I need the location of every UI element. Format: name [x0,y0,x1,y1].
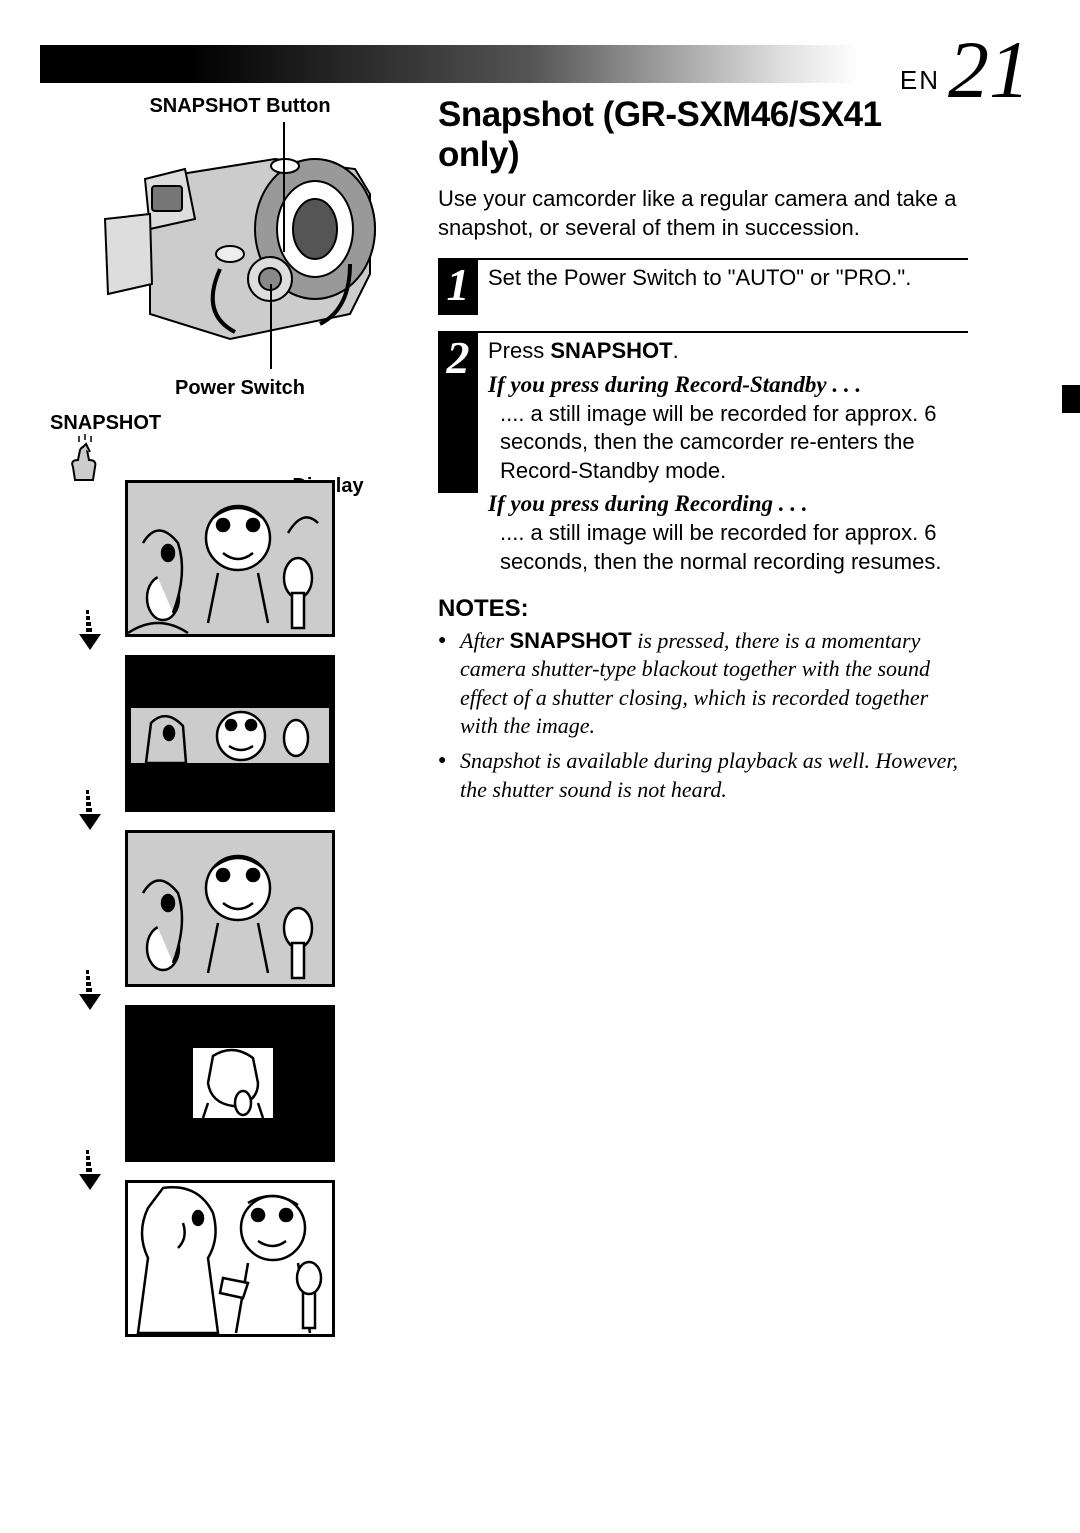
down-arrow-icon [75,1150,105,1195]
section-title: Snapshot (GR-SXM46/SX41 only) [438,95,968,175]
step-2-action: Press SNAPSHOT. [488,338,679,363]
step-2: 2 Press SNAPSHOT. If you press during Re… [438,331,968,576]
page-header: EN 21 [40,45,1040,83]
display-frame-5 [125,1180,335,1337]
right-column: Snapshot (GR-SXM46/SX41 only) Use your c… [438,95,968,810]
down-arrow-icon [75,790,105,835]
notes-list: After SNAPSHOT is pressed, there is a mo… [438,627,968,805]
down-arrow-icon [75,610,105,655]
finger-press-icon [65,432,105,487]
step-1-action: Set the Power Switch to "AUTO" or "PRO."… [488,265,911,290]
snapshot-button-label: SNAPSHOT Button [60,95,420,118]
step-2-body: Press SNAPSHOT. If you press during Reco… [488,333,968,576]
step-number-1: 1 [438,260,478,315]
intro-text: Use your camcorder like a regular camera… [438,185,968,242]
left-column: SNAPSHOT Button [60,95,420,435]
pointer-top [283,122,285,252]
cond-standby: If you press during Record-Standby . . . [488,370,968,400]
camcorder-diagram [90,124,390,369]
header-gradient [40,45,860,83]
note-2: Snapshot is available during playback as… [438,747,968,804]
snapshot-side-label: SNAPSHOT [50,412,420,435]
down-arrow-icon [75,970,105,1015]
step-1-body: Set the Power Switch to "AUTO" or "PRO."… [488,260,911,315]
camcorder-icon [90,124,390,369]
result-standby: .... a still image will be recorded for … [488,400,968,486]
result-recording: .... a still image will be recorded for … [488,519,968,576]
pointer-bottom [270,284,272,369]
sequence-arrows [75,610,105,1330]
display-sequence [125,480,335,1355]
display-frame-1 [125,480,335,637]
note-1: After SNAPSHOT is pressed, there is a mo… [438,627,968,741]
step-1: 1 Set the Power Switch to "AUTO" or "PRO… [438,258,968,315]
power-switch-label: Power Switch [60,377,420,400]
display-frame-4 [125,1005,335,1162]
display-frame-2 [125,655,335,812]
step-number-2: 2 [438,333,478,493]
notes-heading: NOTES: [438,595,968,623]
page-prefix: EN [900,65,940,96]
display-frame-3 [125,830,335,987]
edge-tab [1062,385,1080,413]
cond-recording: If you press during Recording . . . [488,489,968,519]
